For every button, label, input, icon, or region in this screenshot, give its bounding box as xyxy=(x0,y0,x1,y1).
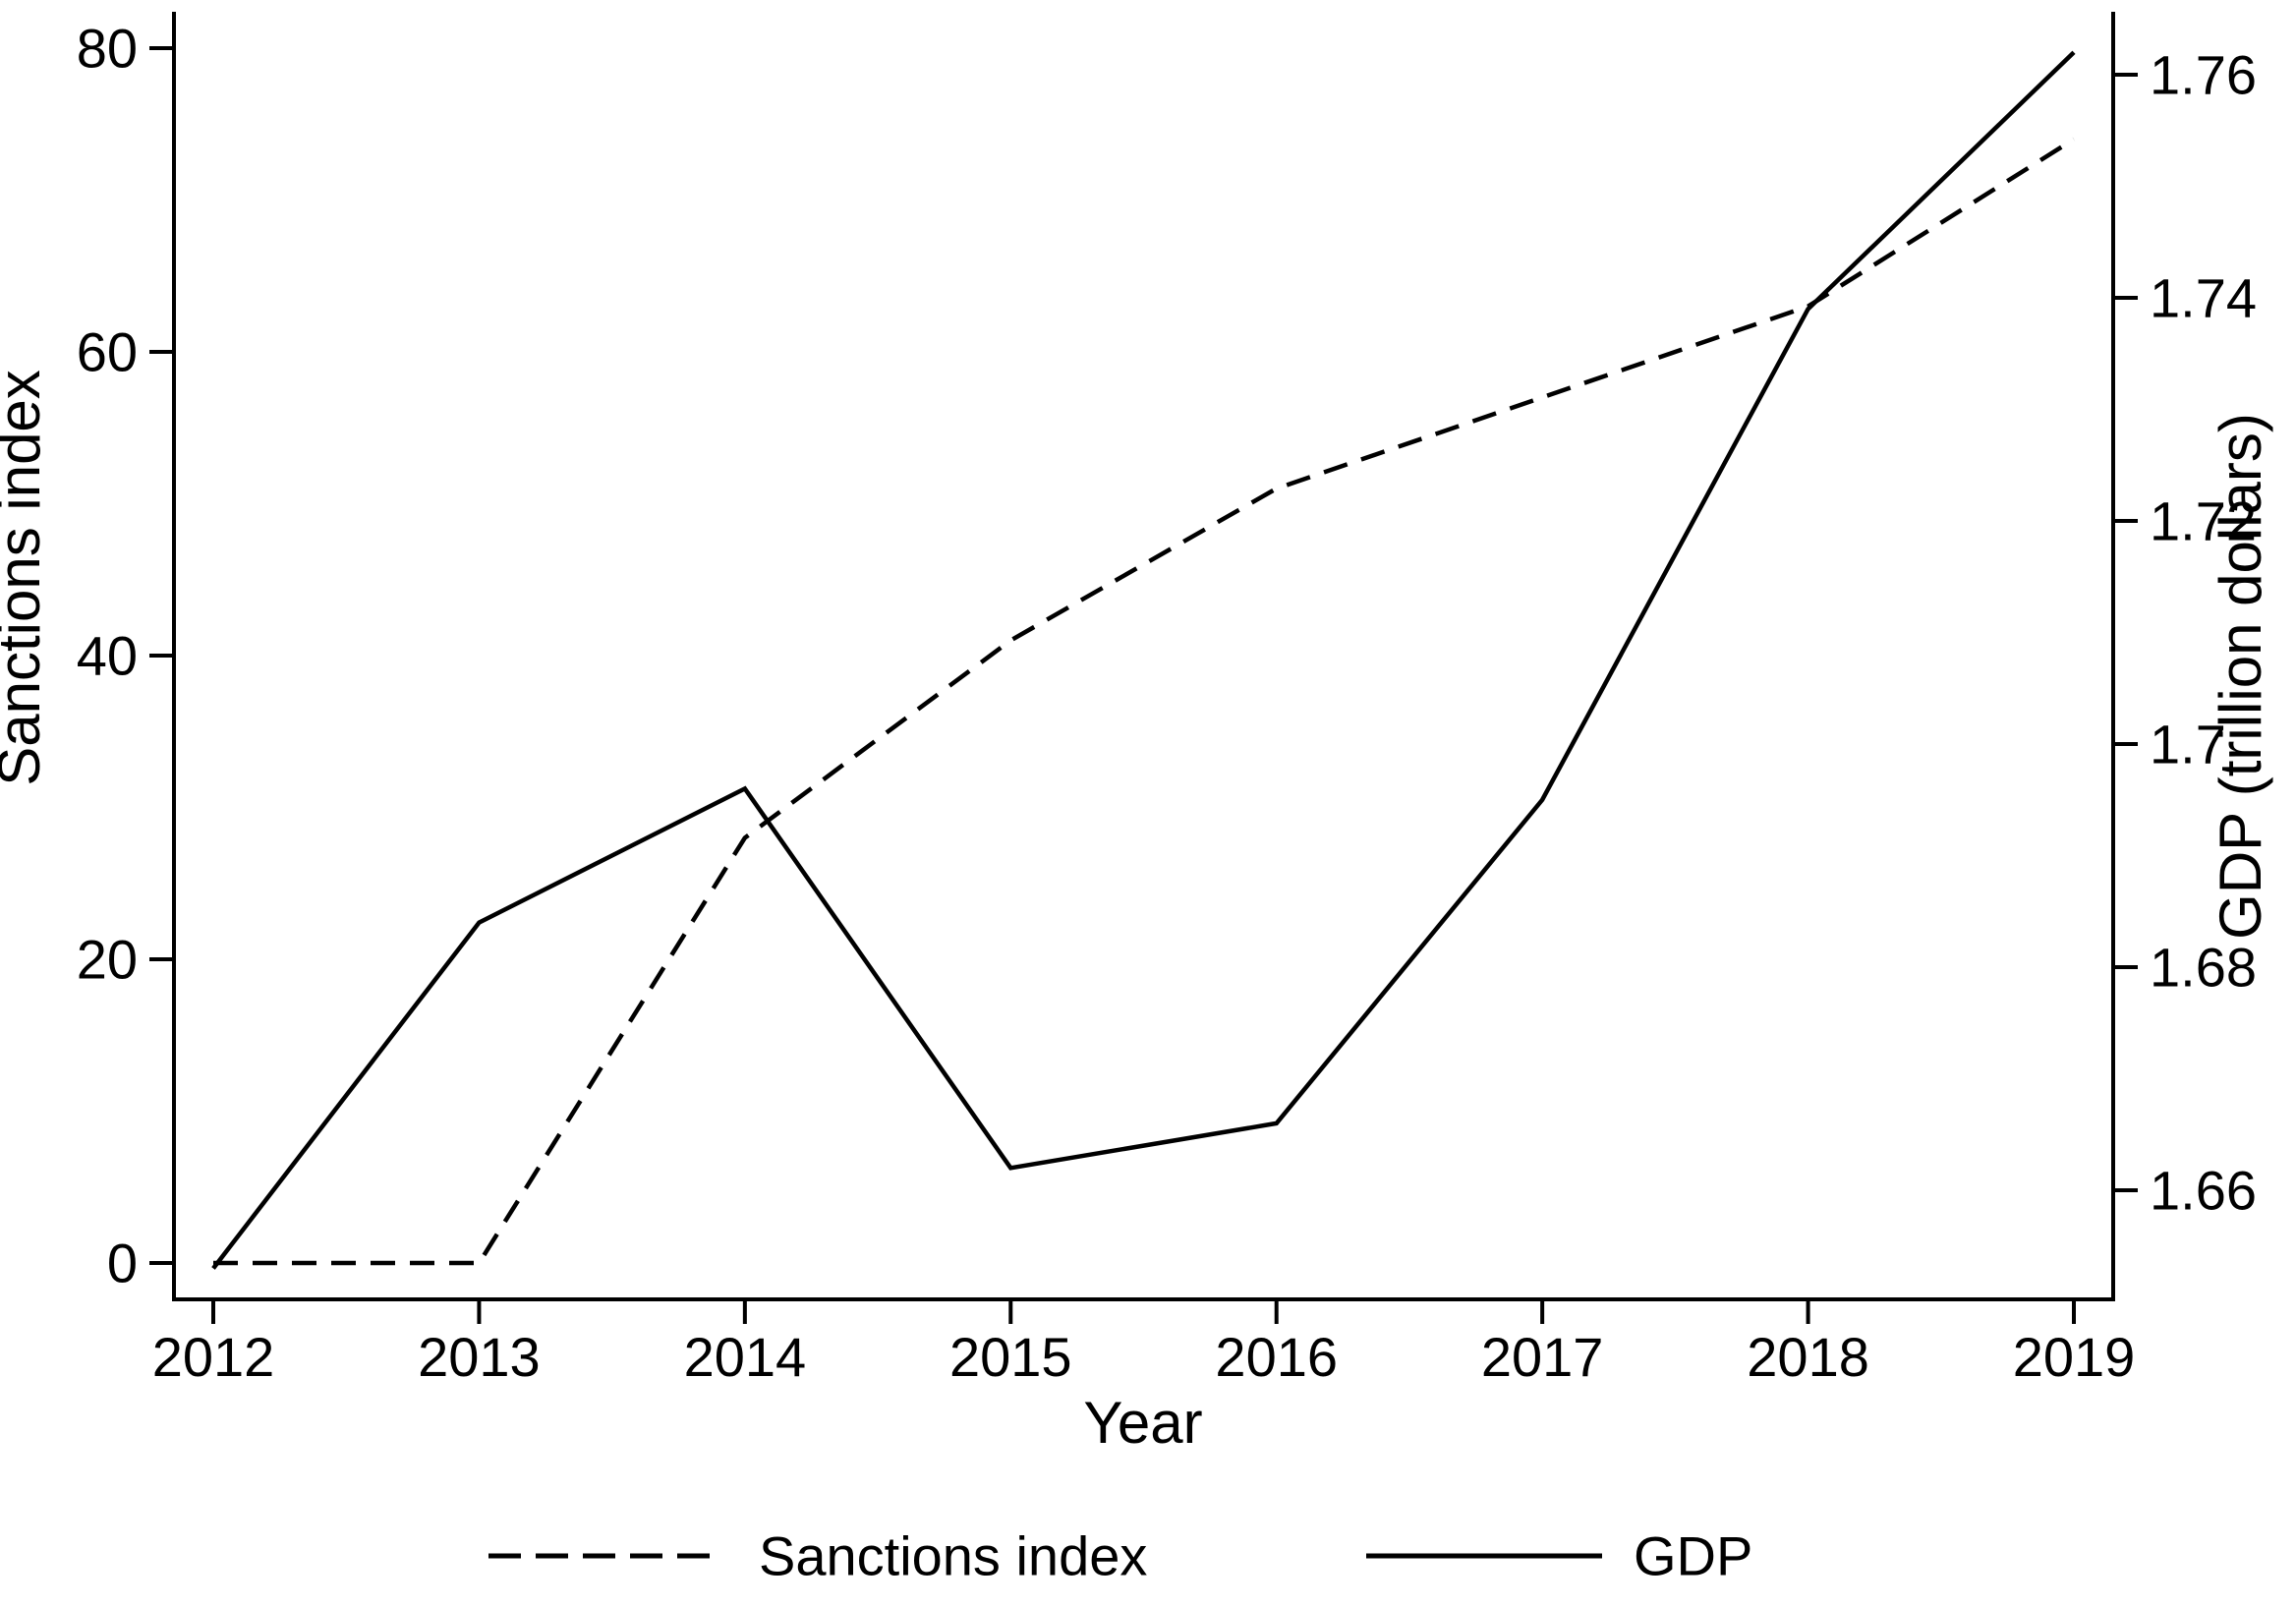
right-tick-label: 1.66 xyxy=(2150,1160,2257,1222)
series-lines xyxy=(211,50,2076,1270)
x-tick-label: 2016 xyxy=(1215,1326,1338,1388)
x-tick-label: 2015 xyxy=(949,1326,1072,1388)
x-tick-label: 2017 xyxy=(1481,1326,1604,1388)
right-tick-label: 1.72 xyxy=(2150,490,2257,552)
x-tick-label: 2018 xyxy=(1747,1326,1869,1388)
right-axis-ticks: 1.66 1.68 1.7 1.72 1.74 1.76 xyxy=(2113,44,2257,1222)
right-tick-label: 1.74 xyxy=(2150,267,2257,329)
plot-axes xyxy=(172,12,2115,1301)
x-tick-label: 2019 xyxy=(2013,1326,2136,1388)
series-line-gdp xyxy=(211,50,2076,1270)
x-tick-label: 2014 xyxy=(684,1326,807,1388)
right-tick-label: 1.68 xyxy=(2150,937,2257,999)
legend-sanctions-label: Sanctions index xyxy=(759,1525,1147,1587)
series-line-sanctions-index xyxy=(213,137,2076,1266)
x-tick-label: 2012 xyxy=(152,1326,275,1388)
x-axis-ticks: 2012 2013 2014 2015 2016 2017 2018 2019 xyxy=(152,1299,2136,1388)
right-y-axis-title: GDP (trillion dollars) xyxy=(2208,413,2273,940)
left-y-axis-title: Sanctions index xyxy=(0,370,52,786)
legend: Sanctions index GDP xyxy=(488,1525,1752,1587)
left-tick-label: 60 xyxy=(77,321,138,383)
left-tick-label: 40 xyxy=(77,625,138,687)
x-axis-title: Year xyxy=(1083,1390,1202,1456)
right-tick-label: 1.76 xyxy=(2150,44,2257,106)
left-axis-ticks: 0 20 40 60 80 xyxy=(77,18,174,1294)
left-tick-label: 20 xyxy=(77,929,138,991)
left-tick-label: 0 xyxy=(107,1233,138,1294)
left-tick-label: 80 xyxy=(77,18,138,80)
legend-gdp-label: GDP xyxy=(1634,1525,1752,1587)
right-tick-label: 1.7 xyxy=(2150,714,2226,775)
x-tick-label: 2013 xyxy=(418,1326,541,1388)
